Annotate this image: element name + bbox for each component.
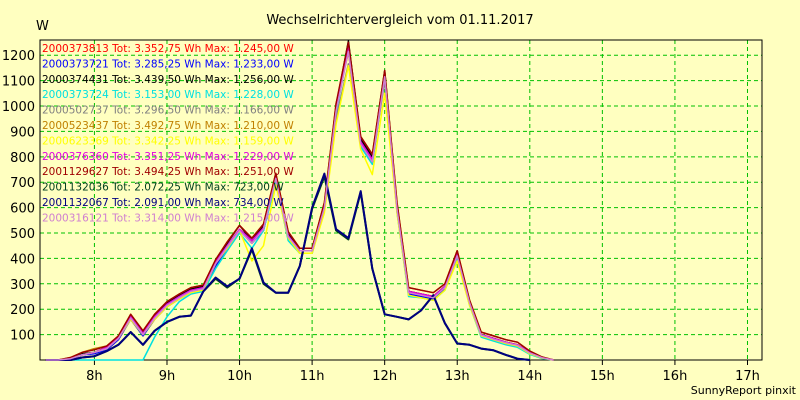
- grid-lines: [40, 40, 762, 360]
- x-tick-label: 11h: [300, 369, 325, 384]
- plot-area-border: [39, 39, 763, 361]
- y-tick-label: 100: [10, 329, 35, 344]
- y-tick-label: 1200: [2, 49, 35, 64]
- y-tick-label: 1100: [2, 75, 35, 90]
- legend-entry: 2000373724 Tot: 3.153,00 Wh Max: 1.228,0…: [42, 89, 294, 101]
- y-tick-label: 800: [10, 151, 35, 166]
- x-tick-label: 12h: [372, 369, 397, 384]
- legend: 2000373813 Tot: 3.352,75 Wh Max: 1.245,0…: [42, 43, 294, 224]
- legend-entry: 2000623369 Tot: 3.342,25 Wh Max: 1.159,0…: [42, 135, 294, 147]
- x-tick-label: 10h: [227, 369, 252, 384]
- legend-entry: 2000502737 Tot: 3.296,50 Wh Max: 1.166,0…: [42, 105, 294, 117]
- legend-entry: 2000316121 Tot: 3.314,00 Wh Max: 1.215,0…: [42, 212, 294, 224]
- legend-entry: 2001132067 Tot: 2.091,00 Wh Max: 734,00 …: [42, 197, 284, 209]
- x-tick-label: 16h: [663, 369, 688, 384]
- y-tick-label: 700: [10, 176, 35, 191]
- y-tick-label: 600: [10, 202, 35, 217]
- x-axis-ticks: 8h 9h 10h 11h 12h 13h 14h 15h 16h 17h: [86, 360, 760, 384]
- x-tick-label: 17h: [735, 369, 760, 384]
- legend-entry: 2000523437 Tot: 3.492,75 Wh Max: 1.210,0…: [42, 120, 294, 132]
- y-axis-label: W: [36, 19, 49, 34]
- y-tick-label: 200: [10, 303, 35, 318]
- legend-entry: 2000374431 Tot: 3.439,50 Wh Max: 1.256,0…: [42, 74, 294, 86]
- series-line-2001132067: [45, 172, 530, 361]
- y-tick-label: 300: [10, 278, 35, 293]
- y-tick-label: 500: [10, 227, 35, 242]
- chart-title: Wechselrichtervergleich vom 01.11.2017: [266, 13, 533, 28]
- y-tick-label: 1000: [2, 100, 35, 115]
- x-tick-label: 8h: [86, 369, 103, 384]
- series-lines: [45, 40, 554, 361]
- series-line-2000316121: [45, 50, 554, 361]
- legend-entry: 2000373813 Tot: 3.352,75 Wh Max: 1.245,0…: [42, 43, 294, 55]
- y-tick-label: 900: [10, 125, 35, 140]
- x-tick-label: 9h: [159, 369, 176, 384]
- footer-credit: SunnyReport pinxit: [691, 384, 797, 397]
- x-tick-label: 13h: [445, 369, 470, 384]
- x-tick-label: 15h: [590, 369, 615, 384]
- x-tick-label: 14h: [517, 369, 542, 384]
- legend-entry: 2000373721 Tot: 3.285,25 Wh Max: 1.233,0…: [42, 58, 294, 70]
- y-tick-label: 400: [10, 252, 35, 267]
- legend-entry: 2001132036 Tot: 2.072,25 Wh Max: 723,00 …: [42, 182, 284, 194]
- y-axis-ticks: 100 200 300 400 500 600 700 800 900 1000 1100 1200: [2, 49, 35, 343]
- legend-entry: 2000376360 Tot: 3.351,25 Wh Max: 1.229,0…: [42, 151, 294, 163]
- legend-entry: 2001129627 Tot: 3.494,25 Wh Max: 1.251,0…: [42, 166, 294, 178]
